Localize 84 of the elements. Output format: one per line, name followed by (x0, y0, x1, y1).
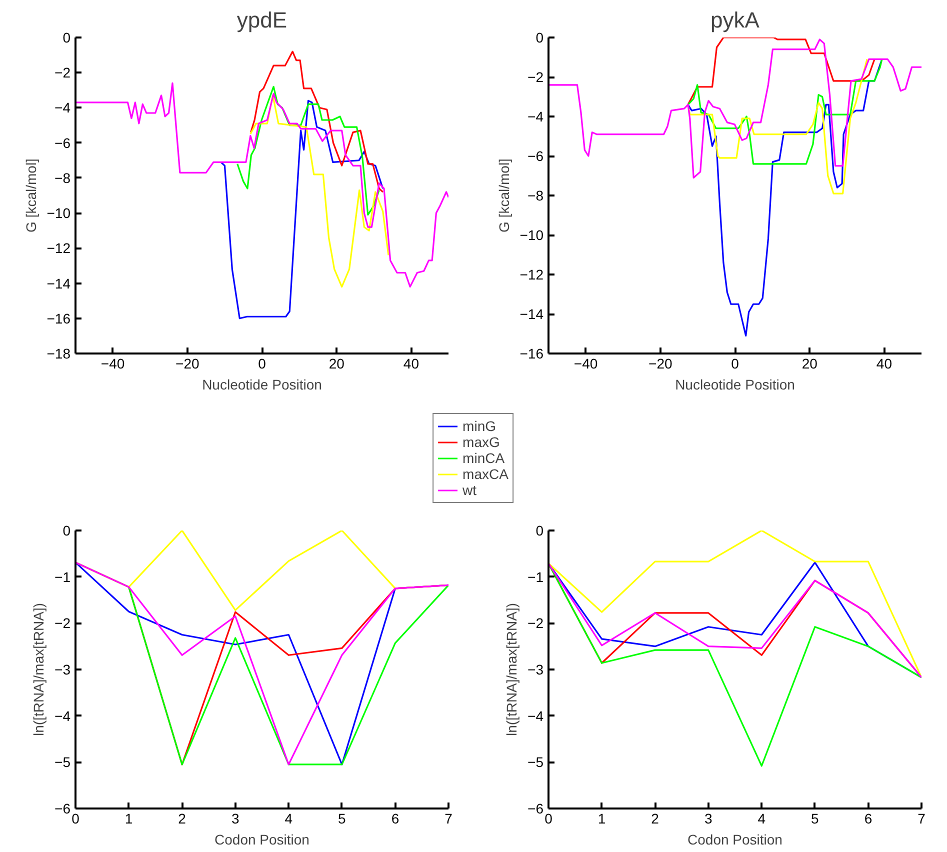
x-tick-label: 0 (258, 356, 266, 372)
line-series (687, 58, 883, 337)
x-axis-title: Codon Position (688, 832, 782, 848)
y-axis-title: G [kcal/mol] (22, 158, 39, 232)
y-tick-label: −16 (520, 346, 544, 362)
x-axis-title: Codon Position (214, 832, 310, 848)
y-tick-label: −10 (46, 205, 71, 222)
line-series (548, 530, 922, 678)
y-tick-label: −1 (528, 568, 544, 585)
x-tick-label: 4 (284, 810, 293, 826)
x-tick-label: 4 (758, 810, 766, 826)
line-series (687, 38, 876, 106)
x-tick-label: 7 (444, 810, 453, 826)
legend-label: wt (462, 482, 478, 498)
y-tick-label: −12 (46, 240, 71, 256)
x-tick-label: 6 (391, 810, 400, 826)
x-tick-label: 7 (918, 810, 926, 826)
y-tick-label: 0 (62, 522, 71, 538)
y-tick-label: −12 (520, 266, 544, 282)
x-tick-label: 3 (704, 810, 712, 826)
y-tick-label: −5 (528, 754, 544, 770)
y-tick-label: −18 (46, 346, 71, 362)
x-tick-label: 3 (231, 810, 240, 826)
y-tick-label: −8 (528, 188, 544, 204)
x-axis-title: Nucleotide Position (202, 376, 322, 392)
y-tick-label: −3 (528, 662, 544, 678)
y-tick-label: −6 (54, 134, 71, 151)
line-series (76, 562, 448, 766)
legend-label: minG (462, 418, 496, 434)
y-tick-label: −2 (54, 615, 71, 632)
y-axis-title: ln([tRNA]/max[tRNA]) (30, 602, 47, 736)
x-tick-label: 40 (876, 356, 892, 372)
y-tick-label: −4 (528, 708, 544, 724)
line-series (250, 94, 390, 288)
y-tick-label: −5 (54, 754, 71, 770)
x-tick-label: −40 (100, 356, 125, 372)
y-tick-label: −4 (54, 100, 71, 116)
line-series (250, 50, 384, 193)
y-tick-label: −8 (54, 170, 71, 186)
y-tick-label: 0 (62, 30, 71, 46)
x-tick-label: 40 (403, 356, 420, 372)
y-tick-label: −3 (54, 662, 71, 678)
legend-label: minCA (462, 450, 505, 466)
y-tick-label: −2 (528, 615, 544, 632)
chart-title: pykA (710, 8, 760, 32)
x-tick-label: 1 (598, 810, 606, 826)
line-series (236, 86, 380, 216)
x-tick-label: 0 (731, 356, 740, 372)
y-tick-label: −2 (54, 64, 71, 81)
x-tick-label: 20 (328, 356, 345, 372)
legend-label: maxCA (462, 466, 508, 482)
y-tick-label: −6 (528, 800, 544, 816)
x-tick-label: 20 (802, 356, 818, 372)
y-tick-label: −4 (528, 108, 544, 124)
y-tick-label: −2 (528, 69, 544, 85)
x-tick-label: 1 (124, 810, 133, 826)
line-series (220, 100, 384, 320)
x-tick-label: −40 (574, 356, 598, 372)
y-tick-label: −4 (54, 708, 71, 724)
x-tick-label: −20 (648, 356, 672, 372)
line-series (76, 82, 448, 288)
line-series (687, 58, 868, 194)
x-tick-label: 5 (338, 810, 346, 826)
x-tick-label: 2 (178, 810, 186, 826)
chart-title: ypdE (236, 8, 288, 32)
y-tick-label: −6 (528, 148, 544, 164)
legend-label: maxG (462, 434, 500, 450)
line-series (687, 58, 883, 165)
y-tick-label: 0 (536, 30, 544, 46)
x-tick-label: 6 (864, 810, 872, 826)
x-tick-label: 2 (651, 810, 660, 826)
x-tick-label: 5 (811, 810, 820, 826)
y-tick-label: 0 (536, 522, 544, 538)
y-tick-label: −6 (54, 800, 71, 816)
y-tick-label: −16 (46, 310, 71, 326)
y-axis-title: G [kcal/mol] (496, 158, 512, 232)
y-tick-label: −1 (54, 568, 71, 585)
y-tick-label: −14 (46, 275, 71, 292)
y-tick-label: −14 (520, 306, 544, 322)
x-axis-title: Nucleotide Position (675, 376, 795, 392)
y-axis-title: ln([tRNA]/max[tRNA]) (504, 602, 520, 736)
y-tick-label: −10 (520, 227, 544, 243)
line-series (548, 38, 922, 179)
x-tick-label: −20 (176, 356, 200, 372)
